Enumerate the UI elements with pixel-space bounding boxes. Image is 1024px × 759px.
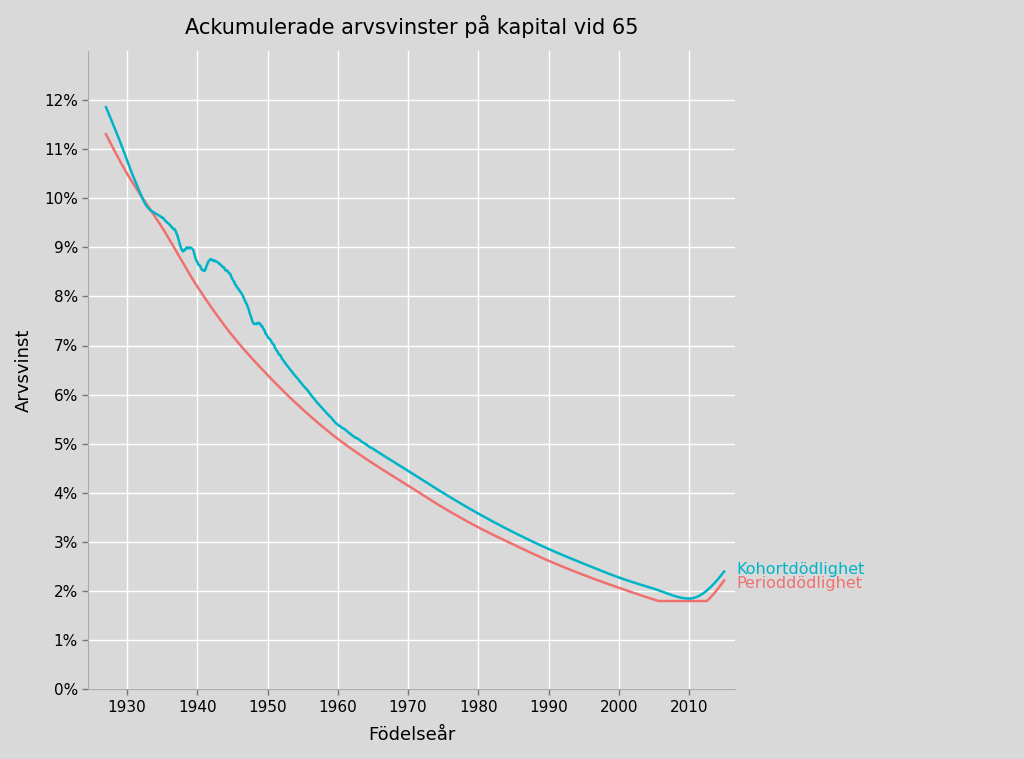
X-axis label: Födelseår: Födelseår — [368, 726, 456, 744]
Title: Ackumulerade arvsvinster på kapital vid 65: Ackumulerade arvsvinster på kapital vid … — [184, 15, 638, 38]
Text: Perioddödlighet: Perioddödlighet — [737, 576, 863, 591]
Y-axis label: Arvsvinst: Arvsvinst — [15, 329, 33, 411]
Text: Kohortdödlighet: Kohortdödlighet — [737, 562, 865, 577]
